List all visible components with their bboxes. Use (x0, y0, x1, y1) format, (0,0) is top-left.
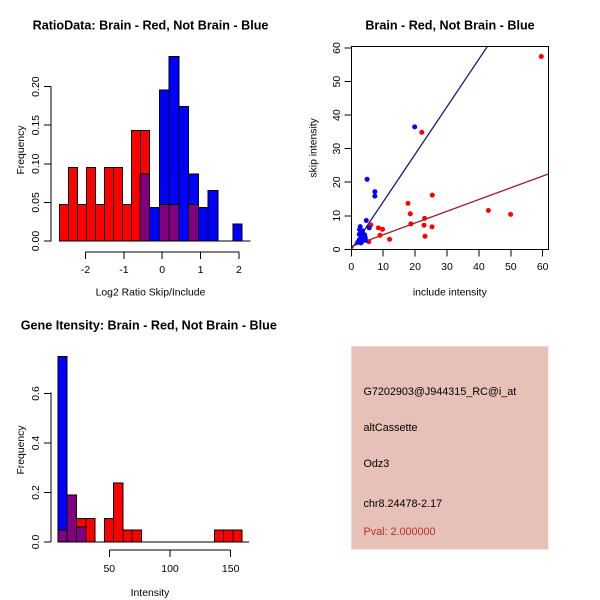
svg-text:40: 40 (331, 109, 343, 121)
svg-text:chr8.24478-2.17: chr8.24478-2.17 (364, 498, 443, 510)
svg-text:skip intensity: skip intensity (309, 117, 320, 177)
svg-text:G7202903@J944315_RC@i_at: G7202903@J944315_RC@i_at (364, 386, 517, 398)
svg-text:40: 40 (473, 261, 485, 273)
svg-text:0.15: 0.15 (30, 115, 42, 136)
svg-text:10: 10 (331, 210, 343, 222)
svg-text:Frequency: Frequency (16, 125, 27, 175)
svg-text:include intensity: include intensity (413, 288, 488, 299)
svg-text:50: 50 (103, 563, 115, 575)
svg-text:Intensity: Intensity (131, 588, 171, 599)
svg-text:-2: -2 (81, 264, 90, 276)
svg-text:0.0: 0.0 (30, 535, 42, 550)
svg-text:100: 100 (161, 563, 179, 575)
svg-text:0.10: 0.10 (30, 153, 42, 174)
svg-text:20: 20 (409, 261, 421, 273)
svg-text:30: 30 (441, 261, 453, 273)
svg-text:0: 0 (348, 261, 354, 273)
svg-text:2: 2 (236, 264, 242, 276)
svg-text:-1: -1 (119, 264, 128, 276)
svg-text:150: 150 (222, 563, 240, 575)
svg-text:60: 60 (537, 261, 549, 273)
svg-text:0.6: 0.6 (30, 386, 42, 401)
svg-text:Odz3: Odz3 (364, 458, 390, 470)
svg-text:10: 10 (377, 261, 389, 273)
svg-text:30: 30 (331, 143, 343, 155)
svg-text:0.00: 0.00 (30, 231, 42, 252)
svg-text:0.4: 0.4 (30, 436, 42, 451)
svg-text:1: 1 (198, 264, 204, 276)
svg-text:0.05: 0.05 (30, 192, 42, 213)
svg-text:0.20: 0.20 (30, 76, 42, 97)
svg-text:0: 0 (159, 264, 165, 276)
svg-text:Brain - Red, Not Brain - Blue: Brain - Red, Not Brain - Blue (365, 19, 534, 33)
svg-text:Pval: 2.000000: Pval: 2.000000 (364, 526, 436, 538)
svg-text:0.2: 0.2 (30, 485, 42, 500)
svg-text:0: 0 (331, 246, 343, 252)
svg-text:Gene Itensity: Brain - Red, No: Gene Itensity: Brain - Red, Not Brain - … (21, 319, 277, 333)
svg-text:RatioData: Brain - Red, Not Br: RatioData: Brain - Red, Not Brain - Blue (33, 19, 269, 33)
svg-text:Log2 Ratio Skip/Include: Log2 Ratio Skip/Include (96, 288, 206, 299)
svg-text:50: 50 (331, 76, 343, 88)
svg-text:altCassette: altCassette (364, 422, 418, 434)
svg-text:60: 60 (331, 42, 343, 54)
svg-text:20: 20 (331, 176, 343, 188)
svg-text:50: 50 (505, 261, 517, 273)
svg-text:Frequency: Frequency (16, 425, 27, 475)
